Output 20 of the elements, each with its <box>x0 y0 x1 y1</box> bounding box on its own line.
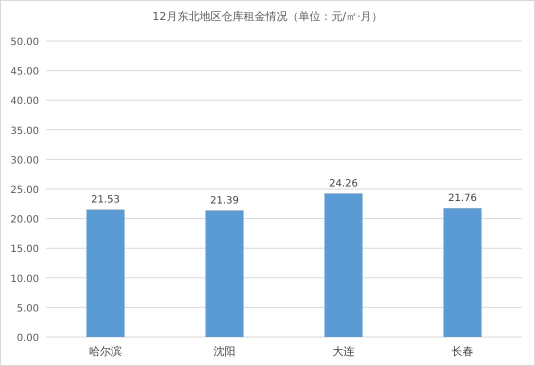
title: 12月东北地区仓库租金情况（单位：元/㎡·月） <box>152 10 383 23</box>
ytick: 25.00 <box>10 185 39 196</box>
xtick: 哈尔滨 <box>89 345 122 358</box>
ytick: 0.00 <box>16 333 39 344</box>
ytick: 35.00 <box>10 126 39 137</box>
data-label: 21.76 <box>448 193 477 204</box>
xtick: 长春 <box>452 345 474 358</box>
ytick: 5.00 <box>16 303 39 314</box>
ytick: 20.00 <box>10 214 39 226</box>
ytick: 30.00 <box>10 155 39 166</box>
ytick: 10.00 <box>10 274 39 285</box>
ytick: 50.00 <box>10 37 39 48</box>
xtick: 大连 <box>332 345 354 358</box>
data-label: 21.39 <box>210 195 239 206</box>
xtick: 沈阳 <box>214 345 236 358</box>
ytick: 40.00 <box>10 96 39 108</box>
data-label: 24.26 <box>329 178 358 190</box>
ytick: 15.00 <box>10 244 39 256</box>
data-label: 21.53 <box>91 194 120 206</box>
ytick: 45.00 <box>10 66 39 78</box>
